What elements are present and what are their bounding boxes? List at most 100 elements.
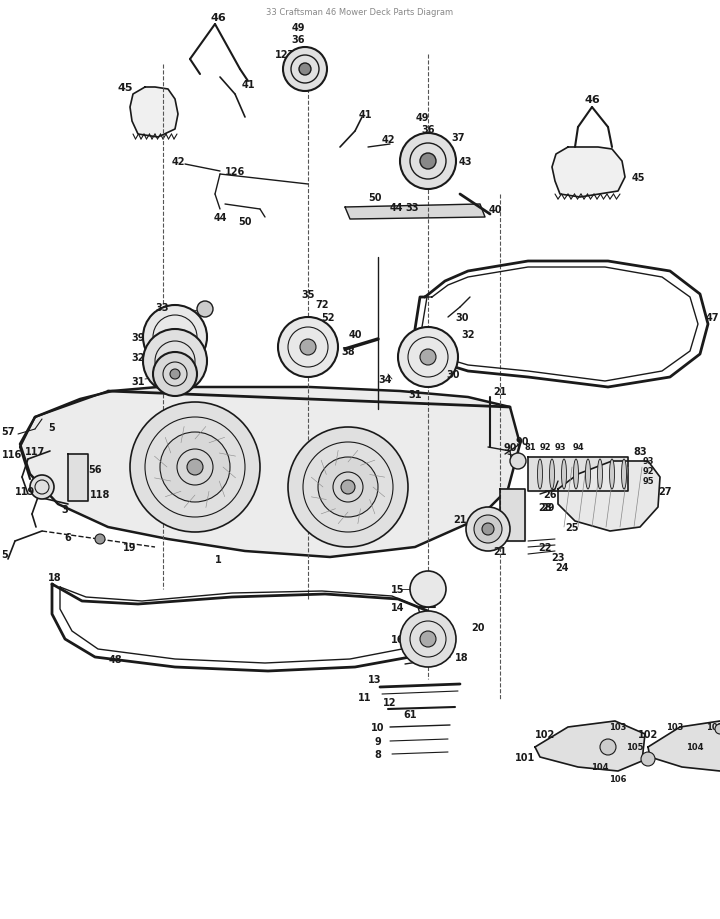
Text: 41: 41 <box>359 110 372 119</box>
Text: 21: 21 <box>493 547 507 556</box>
Text: 16: 16 <box>391 634 405 644</box>
Text: 45: 45 <box>117 83 132 93</box>
Text: 83: 83 <box>633 447 647 457</box>
Text: 30: 30 <box>446 369 460 380</box>
Text: 49: 49 <box>415 113 428 123</box>
Text: 33: 33 <box>156 302 168 312</box>
Circle shape <box>715 724 720 734</box>
Text: 23: 23 <box>552 552 564 562</box>
Text: 33: 33 <box>405 203 419 213</box>
Circle shape <box>420 631 436 647</box>
Text: 92: 92 <box>539 443 551 452</box>
Polygon shape <box>528 458 628 492</box>
Circle shape <box>398 328 458 388</box>
Circle shape <box>420 349 436 366</box>
Text: 126: 126 <box>225 167 245 176</box>
Polygon shape <box>345 205 485 220</box>
Text: 35: 35 <box>301 289 315 300</box>
Text: 56: 56 <box>89 464 102 474</box>
Text: 36: 36 <box>421 125 435 135</box>
Text: 106: 106 <box>609 775 626 784</box>
Polygon shape <box>558 461 660 531</box>
Text: 41: 41 <box>241 80 255 90</box>
Text: 103: 103 <box>609 722 626 732</box>
Text: 72: 72 <box>315 300 329 310</box>
Text: 61: 61 <box>403 709 417 720</box>
Text: 90: 90 <box>503 443 517 452</box>
Ellipse shape <box>562 460 567 490</box>
Text: 40: 40 <box>488 205 502 215</box>
Polygon shape <box>130 88 178 138</box>
Circle shape <box>410 572 446 607</box>
Text: 5: 5 <box>1 550 9 560</box>
Text: 90: 90 <box>516 437 528 447</box>
Text: 32: 32 <box>131 353 145 363</box>
Text: 5: 5 <box>49 423 55 433</box>
Text: 48: 48 <box>108 654 122 664</box>
Text: 13: 13 <box>368 675 382 685</box>
Ellipse shape <box>538 460 542 490</box>
Polygon shape <box>500 490 525 541</box>
Text: 34: 34 <box>378 375 392 384</box>
Text: 45: 45 <box>631 173 644 183</box>
Text: 14: 14 <box>391 602 405 612</box>
Polygon shape <box>552 148 625 198</box>
Text: 8: 8 <box>374 749 382 759</box>
Text: 6: 6 <box>65 532 71 542</box>
Text: 30: 30 <box>455 312 469 323</box>
Text: 9: 9 <box>374 736 382 746</box>
Text: 105: 105 <box>706 722 720 732</box>
Ellipse shape <box>574 460 578 490</box>
Polygon shape <box>68 455 88 502</box>
Polygon shape <box>20 388 520 558</box>
Text: 1: 1 <box>215 554 221 564</box>
Circle shape <box>143 306 207 369</box>
Circle shape <box>130 403 260 532</box>
Text: 33 Craftsman 46 Mower Deck Parts Diagram: 33 Craftsman 46 Mower Deck Parts Diagram <box>266 8 454 17</box>
Text: 24: 24 <box>555 562 569 573</box>
Text: 49: 49 <box>292 23 305 33</box>
Text: 104: 104 <box>686 743 703 752</box>
Text: 40: 40 <box>348 330 361 340</box>
Circle shape <box>474 516 502 543</box>
Text: 29: 29 <box>541 503 554 513</box>
Ellipse shape <box>549 460 554 490</box>
Circle shape <box>341 481 355 494</box>
Ellipse shape <box>621 460 626 490</box>
Text: 43: 43 <box>458 157 472 167</box>
Text: 11: 11 <box>359 692 372 702</box>
Circle shape <box>641 752 655 766</box>
Text: 118: 118 <box>90 490 110 499</box>
Text: 44: 44 <box>213 213 227 222</box>
Circle shape <box>187 460 203 475</box>
Text: 116: 116 <box>2 449 22 460</box>
Circle shape <box>288 427 408 548</box>
Circle shape <box>300 340 316 356</box>
Text: 31: 31 <box>131 377 145 387</box>
Text: 102: 102 <box>638 729 658 739</box>
Text: 28: 28 <box>538 503 552 513</box>
Text: 22: 22 <box>539 542 552 552</box>
Circle shape <box>153 353 197 397</box>
Text: 21: 21 <box>454 515 467 525</box>
Text: 31: 31 <box>408 390 422 400</box>
Ellipse shape <box>585 460 590 490</box>
Text: 32: 32 <box>462 330 474 340</box>
Circle shape <box>299 64 311 76</box>
Circle shape <box>170 369 180 380</box>
Text: 117: 117 <box>25 447 45 457</box>
Text: 93: 93 <box>554 443 566 452</box>
Circle shape <box>30 475 54 499</box>
Text: 25: 25 <box>565 522 579 532</box>
Text: 44: 44 <box>390 203 402 213</box>
Circle shape <box>278 318 338 378</box>
Text: 18: 18 <box>455 652 469 663</box>
Circle shape <box>420 153 436 170</box>
Text: 93: 93 <box>642 457 654 466</box>
Text: 105: 105 <box>626 743 644 752</box>
Text: 20: 20 <box>472 622 485 632</box>
Text: 3: 3 <box>62 505 68 515</box>
Text: 46: 46 <box>584 95 600 105</box>
Circle shape <box>318 458 378 517</box>
Circle shape <box>600 739 616 755</box>
